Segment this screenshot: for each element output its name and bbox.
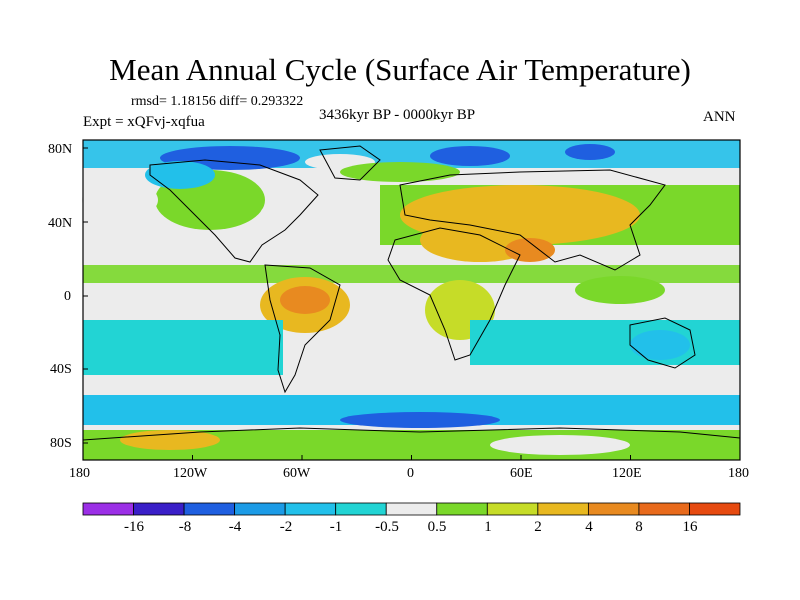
antarctica-coast bbox=[82, 427, 741, 441]
tropical-warm-band bbox=[83, 265, 740, 283]
southern-ocean-cold bbox=[340, 412, 500, 428]
colorbar-swatch bbox=[234, 502, 286, 516]
australia-coast bbox=[629, 317, 696, 369]
amazon-hot bbox=[280, 286, 330, 314]
y-tick-label-80s: 80S bbox=[50, 436, 72, 451]
west-antarctica-warm bbox=[120, 430, 220, 450]
colorbar bbox=[82, 502, 741, 516]
plot-title: Mean Annual Cycle (Surface Air Temperatu… bbox=[109, 52, 691, 87]
indian-ocean-cool bbox=[470, 320, 740, 365]
colorbar-swatch bbox=[638, 502, 690, 516]
east-antarctica-neutral bbox=[490, 435, 630, 455]
rmsd-diff-stats: rmsd= 1.18156 diff= 0.293322 bbox=[131, 94, 304, 109]
x-tick-label-60e: 60E bbox=[510, 466, 533, 481]
colorbar-swatch bbox=[486, 502, 539, 516]
australia-cool bbox=[630, 330, 690, 360]
coastlines bbox=[82, 145, 741, 441]
colorbar-swatch bbox=[385, 502, 438, 516]
colorbar-swatch bbox=[82, 502, 134, 516]
colorbar-swatch bbox=[284, 502, 337, 516]
y-tick-marks bbox=[83, 147, 88, 444]
colorbar-label: -8 bbox=[178, 519, 192, 535]
colorbar-swatch bbox=[689, 502, 741, 516]
x-tick-label-180w: 180 bbox=[69, 466, 90, 481]
pacific-north-neutral bbox=[82, 180, 158, 220]
x-tick-marks bbox=[82, 455, 741, 460]
colorbar-label: 2 bbox=[534, 519, 542, 535]
colorbar-swatch bbox=[436, 502, 488, 516]
x-tick-label-180e: 180 bbox=[728, 466, 749, 481]
alaska-cool bbox=[145, 161, 215, 189]
africa-coast bbox=[387, 227, 521, 361]
x-tick-label-120w: 120W bbox=[173, 466, 208, 481]
colorbar-label: -4 bbox=[228, 519, 242, 535]
y-tick-label-0: 0 bbox=[64, 289, 71, 304]
x-tick-label-120e: 120E bbox=[612, 466, 642, 481]
colorbar-label: -2 bbox=[279, 519, 293, 535]
eurasia-coast bbox=[399, 169, 666, 271]
south-america-coast bbox=[264, 264, 341, 394]
colorbar-label: -16 bbox=[124, 519, 144, 535]
y-tick-label-40s: 40S bbox=[50, 362, 72, 377]
colorbar-swatch bbox=[335, 502, 387, 516]
colorbar-label: 8 bbox=[635, 519, 643, 535]
colorbar-label: 16 bbox=[682, 519, 698, 535]
colorbar-swatch bbox=[537, 502, 589, 516]
colorbar-label: 1 bbox=[484, 519, 492, 535]
y-tick-label-40n: 40N bbox=[48, 216, 73, 231]
season-label: ANN bbox=[703, 109, 736, 125]
greenland-coast bbox=[319, 145, 381, 181]
x-tick-label-60w: 60W bbox=[283, 466, 311, 481]
x-tick-label-0: 0 bbox=[407, 466, 414, 481]
colorbar-swatch bbox=[133, 502, 185, 516]
east-siberia-cold bbox=[565, 144, 615, 160]
nordic-warm bbox=[340, 162, 460, 182]
indonesia-warm bbox=[575, 276, 665, 304]
colorbar-label: -1 bbox=[329, 519, 343, 535]
colorbar-swatch bbox=[587, 502, 640, 516]
colorbar-swatch bbox=[183, 502, 236, 516]
north-america-coast bbox=[149, 159, 319, 263]
south-pacific-cool bbox=[83, 320, 283, 375]
colorbar-label: 4 bbox=[585, 519, 593, 535]
y-tick-label-80n: 80N bbox=[48, 142, 73, 157]
colorbar-label: 0.5 bbox=[427, 519, 447, 535]
arabia-warm bbox=[505, 238, 555, 262]
period-label: 3436kyr BP - 0000kyr BP bbox=[319, 107, 476, 123]
siberia-arctic-cold bbox=[430, 146, 510, 166]
colorbar-label: -0.5 bbox=[375, 519, 399, 535]
experiment-label: Expt = xQFvj-xqfua bbox=[83, 114, 205, 130]
